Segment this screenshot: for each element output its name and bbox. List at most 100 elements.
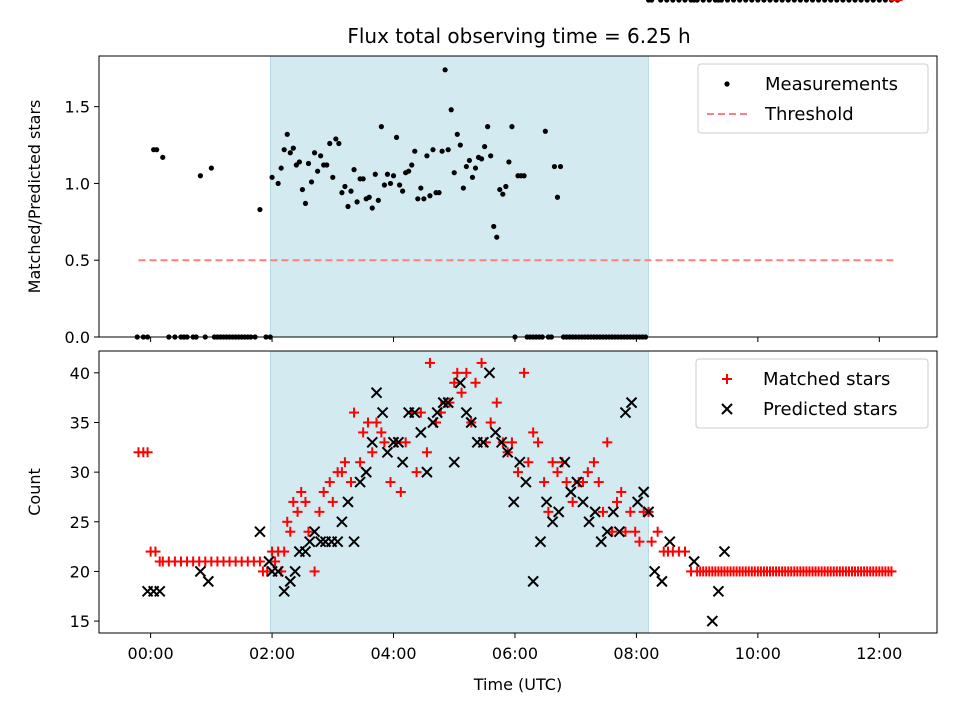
matched-star-point bbox=[577, 477, 588, 488]
measurement-point bbox=[418, 185, 424, 191]
legend-box-bottom bbox=[695, 358, 929, 429]
panel-count: 15 20 25 30 35 40 00:00 02:00 04:00 06:00 08:00 10… bbox=[25, 0, 938, 694]
x-stroke-b bbox=[278, 585, 290, 598]
x-stroke-b bbox=[348, 535, 360, 548]
matched-star-point bbox=[346, 477, 357, 488]
predicted-star-point bbox=[284, 575, 296, 588]
measurement-point bbox=[197, 173, 204, 179]
x-stroke-b bbox=[202, 575, 215, 588]
measurement-point bbox=[342, 183, 348, 190]
matched-star-point bbox=[400, 437, 411, 448]
measurement-point bbox=[870, 0, 876, 3]
measurement-point bbox=[287, 150, 293, 156]
matched-star-point bbox=[300, 496, 311, 507]
measurement-point bbox=[670, 0, 676, 3]
measurement-point bbox=[773, 0, 779, 3]
measurement-point bbox=[296, 159, 302, 165]
matched-star-point bbox=[470, 377, 481, 388]
measurement-point bbox=[381, 182, 388, 188]
matched-star-point bbox=[456, 387, 467, 398]
measurement-point bbox=[454, 131, 460, 137]
legend-label-matched: Matched stars bbox=[763, 369, 890, 390]
y-tick-label: 35 bbox=[70, 413, 90, 432]
measurement-point bbox=[412, 148, 418, 154]
x-stroke-b bbox=[706, 615, 719, 627]
measurement-point bbox=[387, 180, 394, 187]
x-stroke-b bbox=[664, 535, 676, 548]
predicted-star-point bbox=[477, 436, 490, 449]
matched-star-point bbox=[611, 496, 622, 507]
measurement-point bbox=[676, 0, 682, 3]
predicted-star-point bbox=[314, 535, 327, 548]
predicted-star-point bbox=[437, 396, 450, 409]
predicted-star-point bbox=[688, 555, 700, 568]
measurement-point bbox=[345, 203, 351, 210]
measurement-point bbox=[360, 176, 366, 182]
predicted-star-point bbox=[442, 396, 454, 409]
x-stroke-b bbox=[546, 516, 559, 528]
predicted-star-point bbox=[342, 496, 354, 508]
predicted-star-point bbox=[552, 506, 565, 518]
predicted-star-point bbox=[409, 406, 421, 419]
x-stroke-b bbox=[366, 436, 378, 449]
y-tick-label: 20 bbox=[70, 562, 90, 581]
x-stroke-b bbox=[370, 386, 383, 399]
measurement-point bbox=[436, 190, 442, 196]
matched-star-point bbox=[485, 417, 496, 428]
predicted-star-point bbox=[483, 367, 496, 379]
y-tick-label: 40 bbox=[70, 364, 90, 383]
measurement-point bbox=[299, 186, 306, 193]
predicted-star-point bbox=[595, 535, 607, 548]
measurement-point bbox=[375, 197, 381, 203]
x-stroke-b bbox=[625, 396, 638, 409]
x-stroke-b bbox=[331, 535, 344, 548]
matched-star-point bbox=[625, 506, 636, 517]
plot-frame-top bbox=[98, 55, 938, 338]
matched-star-point bbox=[449, 377, 460, 388]
predicted-star-point bbox=[613, 526, 626, 538]
matched-star-point bbox=[150, 546, 161, 557]
measurement-point bbox=[554, 194, 561, 200]
x-stroke-b bbox=[342, 496, 354, 508]
x-stroke-b bbox=[442, 396, 454, 409]
measurement-point bbox=[466, 157, 473, 164]
legend-box-top bbox=[697, 63, 929, 134]
predicted-star-point bbox=[289, 565, 301, 578]
matched-star-point bbox=[367, 447, 378, 458]
measurement-point bbox=[160, 154, 166, 160]
observing-window-band-bottom bbox=[269, 350, 649, 634]
predicted-star-point bbox=[460, 406, 473, 419]
predicted-star-point bbox=[299, 545, 312, 558]
measurement-point bbox=[336, 140, 342, 147]
x-stroke-b bbox=[527, 575, 539, 588]
measurement-point bbox=[302, 200, 309, 207]
x-stroke-b bbox=[154, 585, 166, 598]
matched-star-point bbox=[314, 506, 325, 517]
x-stroke-b bbox=[718, 545, 731, 558]
matched-star-point bbox=[303, 526, 314, 537]
x-axis-label: Time (UTC) bbox=[473, 675, 562, 694]
predicted-star-point bbox=[427, 416, 439, 429]
measurement-point bbox=[351, 167, 357, 173]
predicted-star-point bbox=[360, 466, 372, 478]
measurement-point bbox=[278, 165, 284, 171]
x-stroke-b bbox=[454, 377, 467, 389]
measurement-point bbox=[281, 147, 287, 153]
predicted-star-point bbox=[396, 456, 409, 468]
legend-label-measurements: Measurements bbox=[765, 74, 898, 95]
measurement-point bbox=[700, 0, 706, 3]
y-tick-label: 30 bbox=[70, 463, 90, 482]
predicted-star-point bbox=[540, 496, 553, 508]
measurement-point bbox=[400, 188, 406, 194]
x-stroke-b bbox=[289, 565, 301, 578]
x-stroke-b bbox=[477, 436, 490, 449]
x-stroke-b bbox=[552, 506, 565, 518]
matched-star-point bbox=[254, 556, 265, 567]
measurement-point bbox=[457, 142, 463, 148]
matched-star-point bbox=[513, 467, 523, 478]
x-stroke-b bbox=[304, 535, 316, 548]
predicted-star-point bbox=[712, 585, 725, 598]
x-stroke-b bbox=[637, 486, 650, 498]
x-stroke-b bbox=[427, 416, 439, 429]
legend-plus-glyph bbox=[722, 374, 732, 384]
